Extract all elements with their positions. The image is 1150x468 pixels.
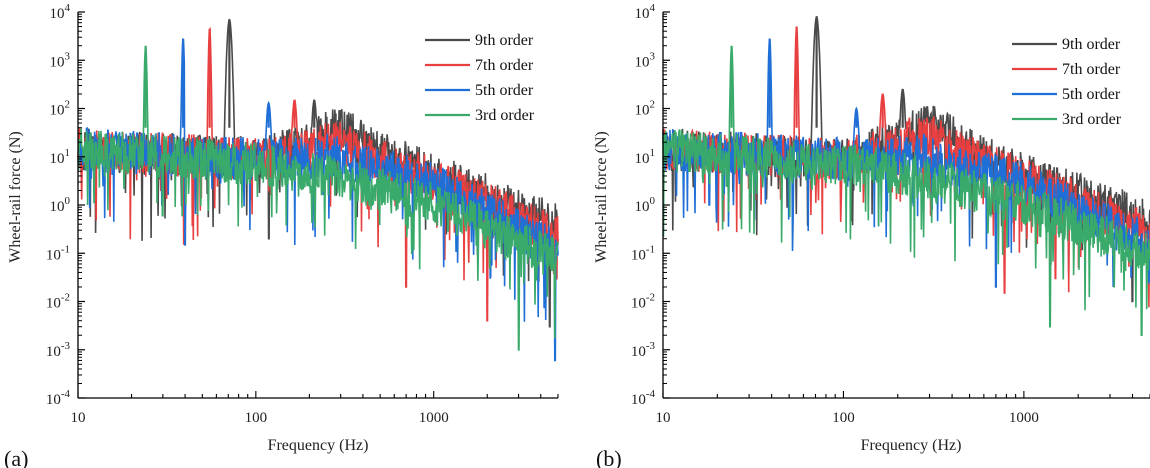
legend-label: 9th order <box>1062 36 1121 53</box>
y-tick-label: 10-2 <box>46 292 70 312</box>
panel-label: (a) <box>4 446 28 468</box>
y-tick-label: 10-1 <box>46 243 70 263</box>
x-tick-label: 1000 <box>419 410 449 426</box>
x-tick-label: 1000 <box>1009 410 1039 426</box>
legend-label: 7th order <box>1062 61 1121 78</box>
series-line-3rd-order <box>77 46 559 351</box>
y-tick-label: 104 <box>635 2 656 22</box>
y-tick-label: 10-3 <box>46 340 71 360</box>
y-axis-title: Wheel-rail force (N) <box>7 131 24 262</box>
legend-label: 7th order <box>475 57 534 74</box>
chart-panel-b: 104 103 102 101 100 10-1 10-2 10-3 10-410 100 1000… <box>593 2 1150 468</box>
y-tick-label: 103 <box>635 50 656 70</box>
y-tick-label: 103 <box>50 50 71 70</box>
series-line-5th-order <box>662 38 1150 288</box>
y-axis-title: Wheel-rail force (N) <box>593 131 610 262</box>
x-tick-label: 100 <box>245 410 268 426</box>
y-tick-label: 10-3 <box>631 340 656 360</box>
panel-label: (b) <box>596 446 622 468</box>
y-tick-label: 10-4 <box>46 388 71 408</box>
legend-label: 3rd order <box>475 107 535 124</box>
y-tick-label: 10-1 <box>631 243 655 263</box>
x-tick-label: 10 <box>71 410 86 426</box>
y-tick-label: 102 <box>635 99 656 119</box>
x-axis-title: Frequency (Hz) <box>268 437 369 454</box>
legend-label: 9th order <box>475 32 534 49</box>
y-tick-label: 101 <box>50 147 71 167</box>
y-tick-label: 101 <box>635 147 656 167</box>
y-tick-label: 104 <box>50 2 71 22</box>
y-tick-label: 10-4 <box>631 388 656 408</box>
x-tick-label: 10 <box>656 410 671 426</box>
series-line-5th-order <box>77 38 559 362</box>
legend-label: 5th order <box>475 82 534 99</box>
legend: 9th order 7th order 5th order 3rd order <box>1012 36 1122 128</box>
y-tick-label: 100 <box>635 195 656 215</box>
legend-label: 3rd order <box>1062 111 1122 128</box>
chart-panel-a: 104 103 102 101 100 10-1 10-2 10-3 10-410 100 1000… <box>4 2 559 468</box>
legend: 9th order 7th order 5th order 3rd order <box>425 32 535 124</box>
y-tick-label: 100 <box>50 195 71 215</box>
series-group <box>662 15 1150 336</box>
x-axis-title: Frequency (Hz) <box>861 437 962 454</box>
x-tick-label: 100 <box>832 410 855 426</box>
legend-label: 5th order <box>1062 86 1121 103</box>
y-tick-label: 10-2 <box>631 292 655 312</box>
series-group <box>77 18 559 362</box>
y-tick-label: 102 <box>50 99 71 119</box>
series-line-3rd-order <box>662 46 1150 336</box>
